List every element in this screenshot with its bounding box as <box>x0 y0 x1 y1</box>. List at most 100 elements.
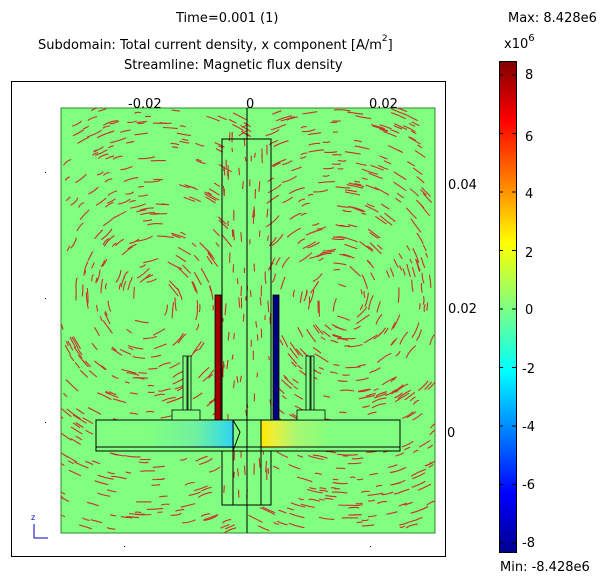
streamline-segment <box>232 264 235 273</box>
streamline-segment <box>134 511 142 514</box>
streamline-segment <box>76 222 84 232</box>
streamline-segment <box>77 136 90 144</box>
streamline-segment <box>354 145 370 150</box>
streamline-segment <box>296 476 313 483</box>
streamline-segment <box>345 189 358 193</box>
streamline-segment <box>72 414 87 424</box>
streamline-segment <box>379 155 388 160</box>
streamline-segment <box>286 116 299 121</box>
streamline-segment <box>410 218 422 233</box>
streamline-segment <box>322 248 337 252</box>
streamline-segment <box>272 162 281 168</box>
streamline-segment <box>331 323 344 331</box>
streamline-segment <box>205 196 216 204</box>
streamline-segment <box>406 245 411 251</box>
streamline-segment <box>72 422 81 429</box>
domain-background <box>60 107 436 534</box>
streamline-segment <box>177 267 189 278</box>
streamline-segment <box>232 112 248 121</box>
streamline-segment <box>281 335 289 348</box>
streamline-segment <box>369 231 379 239</box>
streamline-segment <box>325 450 337 454</box>
streamline-segment <box>349 476 356 479</box>
streamline-segment <box>138 461 149 464</box>
streamline-segment <box>318 498 325 501</box>
streamline-segment <box>96 304 99 312</box>
streamline-segment <box>105 201 114 208</box>
streamline-segment <box>95 197 107 206</box>
streamline-segment <box>129 412 139 415</box>
streamline-segment <box>94 480 109 486</box>
streamline-segment <box>421 272 425 284</box>
streamline-segment <box>204 191 220 201</box>
streamline-segment <box>358 395 375 400</box>
streamline-segment <box>278 509 287 514</box>
streamline-segment <box>411 480 426 488</box>
streamline-segment <box>355 502 363 505</box>
streamline-segment <box>312 454 328 459</box>
streamline-segment <box>331 238 345 241</box>
streamline-segment <box>75 173 87 184</box>
streamline-segment <box>418 303 421 310</box>
streamline-segment <box>197 491 212 498</box>
streamline-segment <box>213 182 221 188</box>
streamline-segment <box>333 109 351 112</box>
streamline-segment <box>94 149 108 157</box>
streamline-segment <box>379 215 393 226</box>
streamline-segment <box>365 392 376 397</box>
streamline-segment <box>132 355 146 359</box>
streamline-segment <box>381 376 398 386</box>
streamline-segment <box>146 278 157 283</box>
streamline-segment <box>377 164 389 170</box>
streamline-segment <box>192 392 203 400</box>
streamline-segment <box>188 185 199 191</box>
streamline-segment <box>248 514 263 523</box>
streamline-segment <box>331 491 348 494</box>
streamline-segment <box>426 302 429 311</box>
streamline-segment <box>422 193 433 203</box>
subdomain-superscript: 2 <box>381 34 388 44</box>
colorbar-exponent: 6 <box>528 33 535 44</box>
streamline-segment <box>428 464 434 468</box>
streamline-segment <box>286 227 302 238</box>
streamline-segment <box>316 252 332 258</box>
streamline-segment <box>72 336 81 350</box>
streamline-segment <box>289 512 305 519</box>
streamline-segment <box>270 123 287 131</box>
streamline-segment <box>399 265 403 271</box>
streamline-segment <box>309 289 315 304</box>
streamline-segment <box>252 209 255 218</box>
streamline-segment <box>323 394 331 398</box>
streamline-segment <box>107 300 112 312</box>
streamline-segment <box>82 417 94 425</box>
streamline-segment <box>394 392 410 403</box>
streamline-segment <box>335 186 351 189</box>
streamline-segment <box>154 393 165 397</box>
streamline-segment <box>367 492 384 496</box>
streamline-segment <box>176 287 183 300</box>
streamline-segment <box>66 408 81 420</box>
streamline-segment <box>345 366 361 369</box>
streamline-segment <box>362 405 371 408</box>
streamline-segment <box>280 116 295 122</box>
streamline-label: Streamline: Magnetic flux density <box>124 58 343 73</box>
streamline-segment <box>107 471 115 475</box>
streamline-segment <box>333 364 340 367</box>
streamline-segment <box>306 328 317 343</box>
streamline-segment <box>396 192 405 199</box>
streamline-segment <box>429 334 435 346</box>
streamline-segment <box>299 252 313 263</box>
streamline-segment <box>383 327 389 334</box>
streamline-segment <box>85 429 94 435</box>
streamline-segment <box>64 176 70 181</box>
streamline-segment <box>292 289 296 298</box>
streamline-segment <box>361 177 368 180</box>
streamline-segment <box>342 253 355 259</box>
streamline-segment <box>271 273 276 283</box>
streamline-segment <box>349 454 358 456</box>
axis-indicator <box>33 524 48 539</box>
streamline-segment <box>127 276 133 291</box>
streamline-segment <box>335 224 351 228</box>
streamline-segment <box>243 465 246 476</box>
streamline-segment <box>67 340 74 351</box>
